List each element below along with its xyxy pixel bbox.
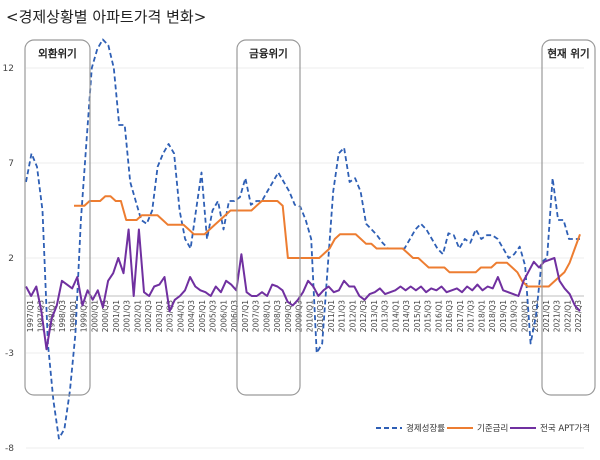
- x-tick-label: 2002/Q3: [144, 300, 153, 333]
- x-tick-label: 2016/Q3: [445, 300, 454, 333]
- x-tick-label: 2006/Q3: [230, 300, 239, 333]
- x-tick-label: 2012/Q1: [348, 300, 357, 333]
- crisis-box: [541, 39, 596, 396]
- series-layer: [25, 38, 581, 440]
- x-tick-label: 2003/Q3: [166, 300, 175, 333]
- x-tick-label: 2019/Q3: [510, 300, 519, 333]
- x-tick-label: 2012/Q3: [359, 300, 368, 333]
- x-tick-label: 2003/Q1: [155, 300, 164, 333]
- x-tick-label: 2018/Q3: [488, 300, 497, 333]
- legend: 경제성장률 기준금리 전국 APT가격: [376, 423, 590, 434]
- y-tick-label: -8: [5, 444, 14, 454]
- x-tick-label: 2006/Q1: [219, 300, 228, 333]
- series-line-1: [74, 195, 581, 288]
- x-tick-label: 2013/Q3: [381, 300, 390, 333]
- crisis-box: [236, 39, 301, 396]
- x-tick-label: 2000/Q3: [101, 300, 110, 333]
- series-line-2: [25, 228, 581, 351]
- x-tick-label: 2022/Q3: [574, 300, 583, 333]
- x-tick-label: 2019/Q1: [499, 300, 508, 333]
- crisis-boxes: 외환위기 금융위기 현재 위기: [24, 39, 596, 396]
- x-tick-label: 2008/Q1: [262, 300, 271, 333]
- x-tick-label: 1999/Q3: [80, 300, 89, 333]
- legend-label: 전국 APT가격: [540, 423, 590, 434]
- x-tick-label: 1997/Q1: [26, 300, 35, 333]
- legend-label: 경제성장률: [406, 423, 445, 434]
- x-tick-label: 2004/Q1: [176, 300, 185, 333]
- x-tick-label: 2001/Q3: [123, 300, 132, 333]
- x-tick-label: 2016/Q1: [434, 300, 443, 333]
- x-tick-label: 1998/Q3: [58, 300, 67, 333]
- x-tick-label: 2010/Q1: [305, 300, 314, 333]
- x-tick-label: 2004/Q3: [187, 300, 196, 333]
- x-tick-label: 2001/Q1: [112, 300, 121, 333]
- x-tick-label: 2021/Q3: [553, 300, 562, 333]
- x-tick-label: 2011/Q3: [338, 300, 347, 333]
- x-tick-label: 2018/Q1: [477, 300, 486, 333]
- x-tick-label: 2013/Q1: [370, 300, 379, 333]
- x-tick-label: 2017/Q1: [456, 300, 465, 333]
- x-tick-label: 2008/Q3: [273, 300, 282, 333]
- x-tick-label: 2017/Q3: [467, 300, 476, 333]
- series-line-0: [25, 38, 580, 440]
- crisis-box: [24, 39, 91, 396]
- x-tick-label: 2014/Q1: [391, 300, 400, 333]
- x-tick-label: 2007/Q1: [241, 300, 250, 333]
- chart-title: <경제상황별 아파트가격 변화>: [6, 8, 207, 26]
- y-axis-ticks: 12 7 2 -3 -8: [3, 64, 15, 454]
- x-tick-label: 2011/Q1: [327, 300, 336, 333]
- x-tick-label: 2000/Q1: [90, 300, 99, 333]
- y-tick-label: 7: [8, 159, 14, 169]
- x-tick-label: 2002/Q1: [133, 300, 142, 333]
- crisis-label: 금융위기: [249, 47, 288, 60]
- x-tick-label: 2015/Q1: [413, 300, 422, 333]
- y-tick-label: 2: [8, 254, 14, 264]
- x-tick-label: 2014/Q3: [402, 300, 411, 333]
- y-tick-label: -3: [5, 349, 14, 359]
- x-axis-ticks: 1997/Q1 1997/Q3 1998/Q1 1998/Q3 1999/Q1 1999/…: [26, 300, 583, 333]
- x-tick-label: 1999/Q1: [69, 300, 78, 333]
- x-tick-label: 2009/Q1: [284, 300, 293, 333]
- crisis-label: 외환위기: [38, 47, 77, 60]
- x-tick-label: 2010/Q3: [316, 300, 325, 333]
- x-tick-label: 2015/Q3: [424, 300, 433, 333]
- x-tick-label: 2005/Q1: [198, 300, 207, 333]
- crisis-label: 현재 위기: [547, 47, 589, 60]
- y-tick-label: 12: [3, 64, 14, 74]
- x-tick-label: 2005/Q3: [209, 300, 218, 333]
- x-tick-label: 2021/Q1: [542, 300, 551, 333]
- x-tick-label: 2007/Q3: [252, 300, 261, 333]
- legend-label: 기준금리: [477, 424, 508, 434]
- x-tick-label: 2020/Q1: [520, 300, 529, 333]
- x-tick-label: 2022/Q1: [563, 300, 572, 333]
- x-tick-label: 2009/Q3: [295, 300, 304, 333]
